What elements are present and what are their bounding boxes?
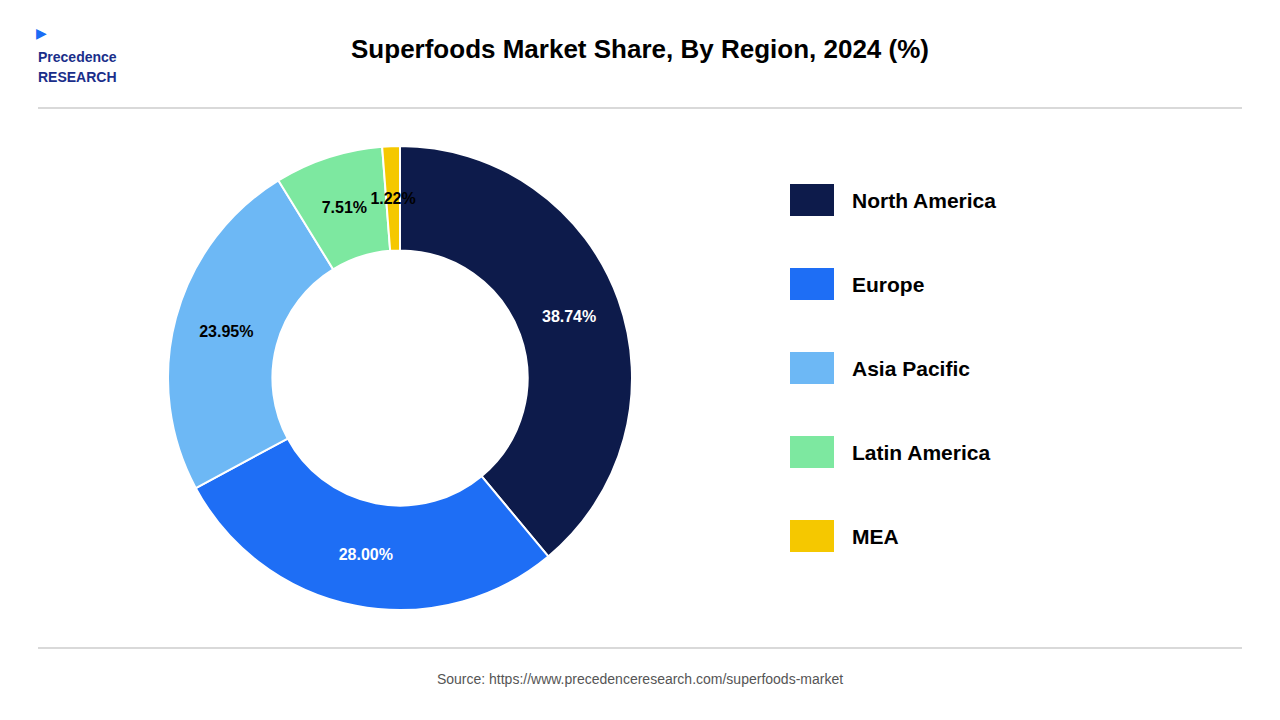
legend-swatch	[790, 352, 834, 384]
data-label: 1.22%	[370, 190, 415, 207]
slice	[400, 146, 632, 556]
legend-label: North America	[852, 189, 996, 212]
legend-label: Europe	[852, 273, 924, 296]
legend-swatch	[790, 436, 834, 468]
slice	[196, 439, 548, 610]
data-label: 38.74%	[542, 308, 596, 325]
legend-label: Asia Pacific	[852, 357, 970, 380]
donut	[168, 146, 632, 610]
logo-text: RESEARCH	[38, 69, 117, 85]
legend-label: Latin America	[852, 441, 990, 464]
logo-text: Precedence	[38, 49, 117, 65]
legend: North America Europe Asia Pacific Latin Ame…	[790, 184, 996, 552]
separator	[38, 647, 1242, 649]
title: Superfoods Market Share, By Region, 2024…	[351, 34, 929, 64]
source-note: Source: https://www.precedenceresearch.c…	[437, 671, 843, 687]
separator	[38, 107, 1242, 109]
logo-icon: ▶	[36, 25, 47, 41]
legend-swatch	[790, 520, 834, 552]
data-label: 23.95%	[199, 323, 253, 340]
data-label: 7.51%	[322, 199, 367, 216]
legend-swatch	[790, 268, 834, 300]
data-labels: 38.74% 28.00% 23.95% 7.51%1.22%	[199, 190, 596, 563]
legend-label: MEA	[852, 525, 899, 548]
chart-root: Superfoods Market Share, By Region, 2024…	[0, 0, 1280, 720]
data-label: 28.00%	[339, 546, 393, 563]
legend-swatch	[790, 184, 834, 216]
slice	[278, 147, 390, 270]
background	[0, 0, 1280, 720]
